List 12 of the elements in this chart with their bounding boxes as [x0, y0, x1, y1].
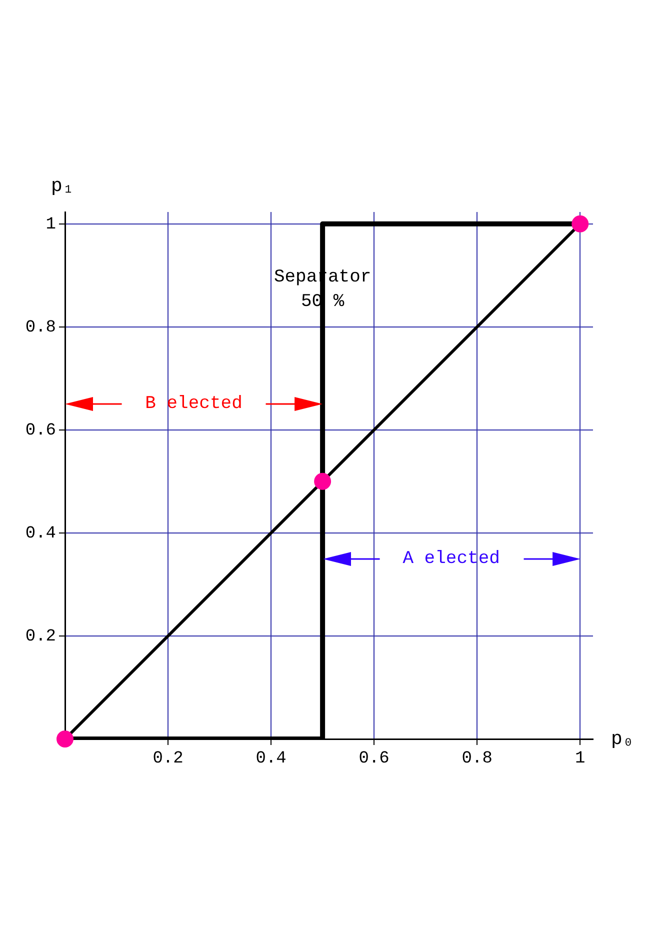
y-tick-label: 0.2 [25, 627, 56, 646]
x-tick-label: 0.6 [358, 750, 390, 769]
y-tick-label: 0.8 [25, 318, 56, 338]
x-tick-label: 0.2 [152, 750, 184, 769]
x-tick-label: 0.4 [256, 750, 286, 769]
y-tick-label: 1 [46, 215, 56, 234]
y-axis-title: p₁ [51, 175, 74, 198]
y-tick-label: 0.6 [25, 421, 56, 440]
x-axis-title: p₀ [611, 728, 634, 750]
x-tick-label: 0.8 [462, 750, 492, 769]
x-tick-label: 1 [575, 750, 586, 769]
y-tick-label: 0.4 [25, 524, 56, 544]
